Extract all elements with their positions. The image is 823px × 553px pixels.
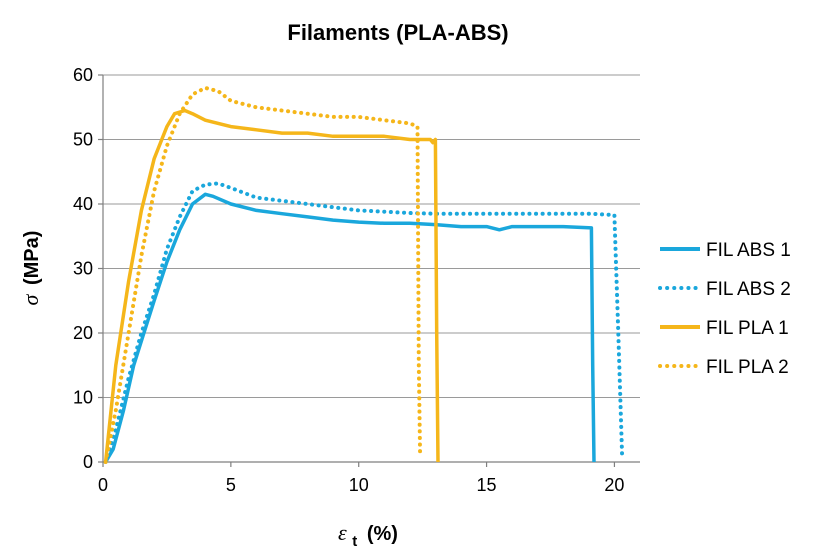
x-tick-label: 0 [98, 475, 108, 495]
series-lines [103, 85, 625, 464]
series-line-3 [103, 108, 440, 463]
x-axis-symbol: ε [338, 520, 347, 545]
legend-label: FIL PLA 1 [706, 318, 789, 339]
legend-label: FIL ABS 2 [706, 279, 791, 300]
axes [98, 74, 640, 467]
y-tick-label: 30 [73, 259, 93, 279]
y-tick-label: 20 [73, 323, 93, 343]
y-tick-label: 10 [73, 388, 93, 408]
y-axis-symbol: σ [18, 293, 43, 305]
chart-title: Filaments (PLA-ABS) [287, 20, 508, 45]
y-tick-label: 60 [73, 65, 93, 85]
x-tick-label: 15 [477, 475, 497, 495]
series-line-1 [104, 192, 596, 463]
series-line-4 [103, 85, 423, 464]
x-tick-labels: 0 5 10 15 20 [98, 475, 624, 495]
legend: FIL ABS 1 FIL ABS 2 FIL PLA 1 FIL PLA 2 [658, 240, 791, 378]
legend-label: FIL ABS 1 [706, 240, 791, 261]
x-axis-label: ε t (%) [338, 520, 398, 551]
x-tick-label: 5 [226, 475, 236, 495]
y-axis-label: σ (MPa) [18, 231, 43, 306]
y-tick-label: 50 [73, 130, 93, 150]
y-tick-labels: 0 10 20 30 40 50 60 [73, 65, 93, 472]
y-tick-label: 40 [73, 194, 93, 214]
x-axis-unit: (%) [367, 523, 398, 545]
x-axis-subscript: t [352, 533, 357, 550]
x-tick-label: 10 [349, 475, 369, 495]
y-axis-unit: (MPa) [21, 231, 43, 285]
x-tick-label: 20 [604, 475, 624, 495]
y-tick-label: 0 [83, 452, 93, 472]
series-line-2 [103, 181, 625, 464]
legend-label: FIL PLA 2 [706, 357, 789, 378]
